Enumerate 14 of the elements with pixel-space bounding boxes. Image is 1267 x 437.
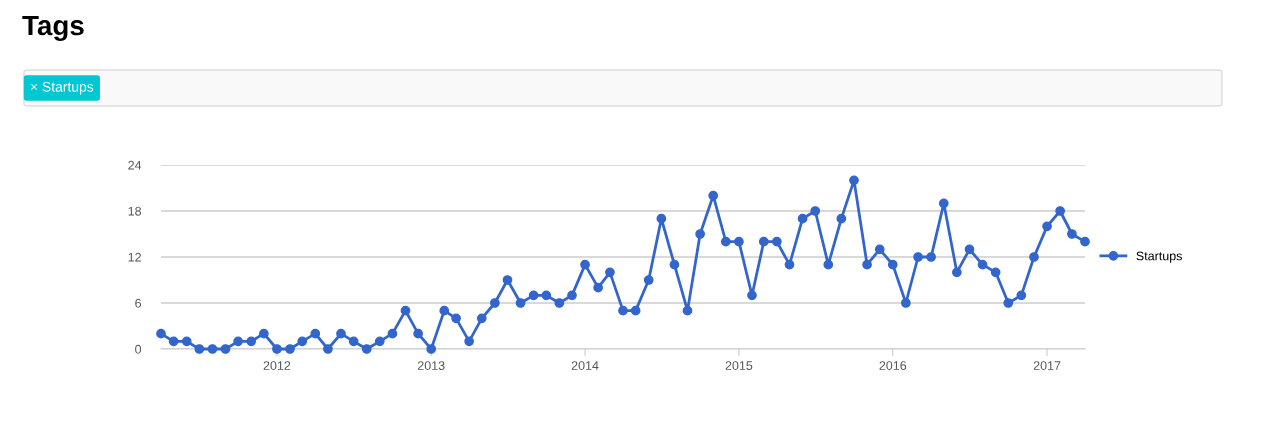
x-tick-label: 2012 bbox=[263, 361, 291, 370]
x-tick-label: 2016 bbox=[879, 361, 907, 370]
x-tick-label: 2014 bbox=[571, 361, 599, 370]
text: × Startups bbox=[30, 81, 94, 95]
x-tick-label: 2013 bbox=[417, 361, 445, 370]
y-tick-label: 24 bbox=[128, 160, 142, 170]
chart-title: Tags bbox=[22, 15, 84, 41]
y-tick-label: 0 bbox=[135, 344, 142, 354]
y-tick-label: 6 bbox=[135, 298, 142, 308]
y-tick-label: 18 bbox=[128, 206, 142, 216]
legend-label: Startups bbox=[1136, 251, 1182, 263]
x-tick-label: 2017 bbox=[1033, 361, 1061, 370]
y-tick-label: 12 bbox=[128, 252, 141, 262]
x-tick-label: 2015 bbox=[725, 361, 753, 370]
